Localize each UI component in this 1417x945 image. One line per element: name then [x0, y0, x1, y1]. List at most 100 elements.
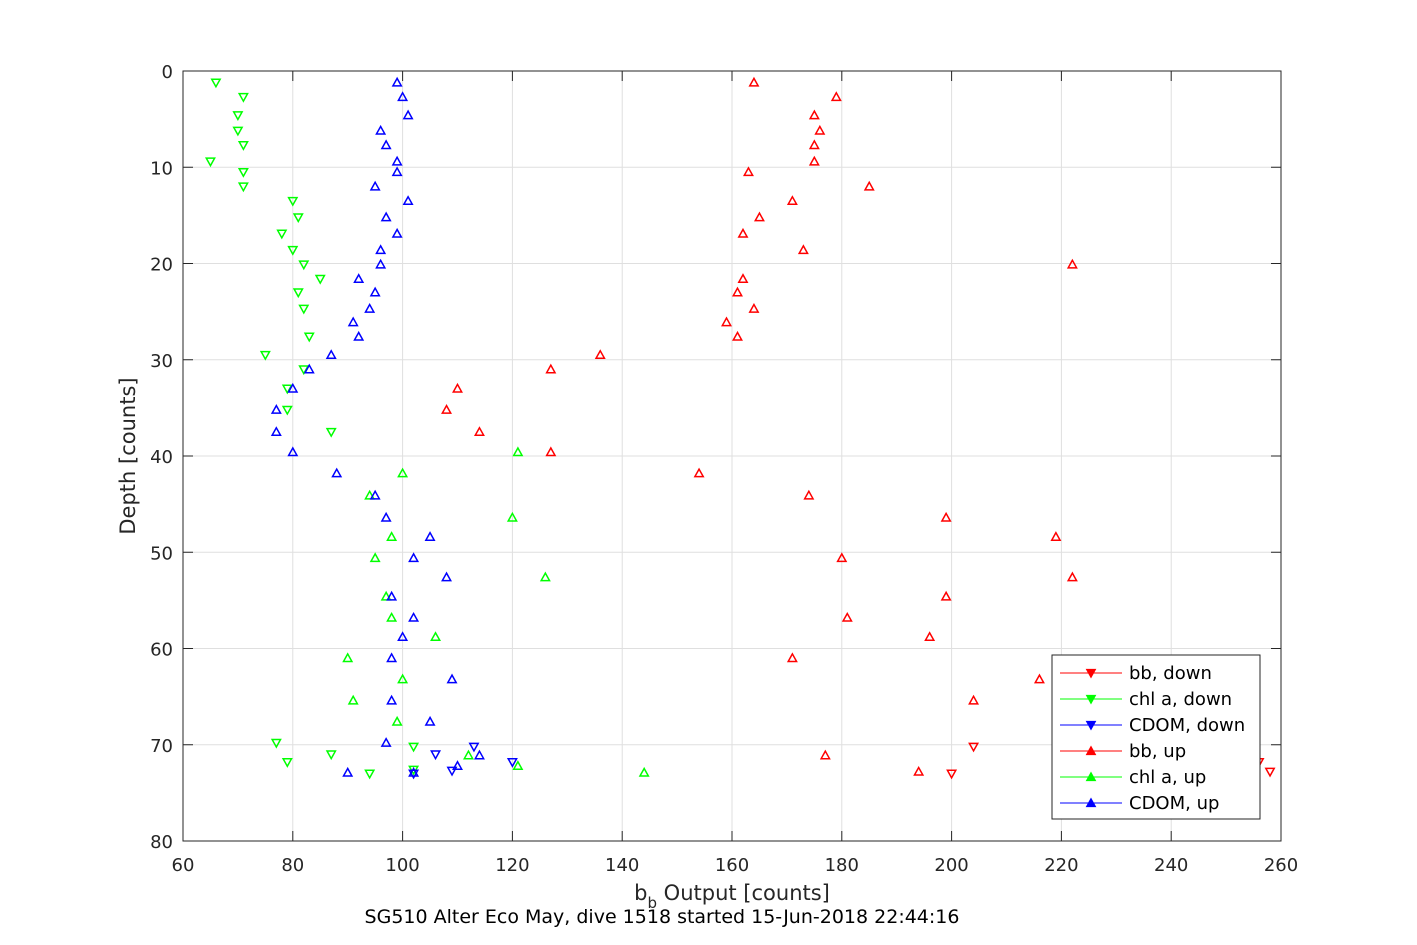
data-point — [753, 211, 765, 222]
y-tick-label: 40 — [150, 447, 173, 468]
data-point — [841, 611, 853, 622]
y-tick-label: 80 — [150, 832, 173, 853]
data-point — [364, 769, 376, 780]
data-point — [819, 749, 831, 760]
legend-label: bb, up — [1129, 741, 1186, 762]
data-point — [391, 76, 403, 87]
data-point — [452, 760, 463, 771]
data-point — [408, 611, 420, 622]
data-point — [386, 531, 398, 541]
data-point — [473, 749, 485, 760]
data-point — [380, 139, 392, 150]
data-point — [369, 180, 381, 191]
data-point — [1066, 258, 1078, 269]
data-point — [391, 227, 403, 238]
y-tick-label: 50 — [150, 543, 173, 564]
x-axis-label-main: b — [634, 881, 647, 905]
legend-marker — [1085, 694, 1097, 705]
data-point — [380, 511, 392, 522]
data-point — [325, 349, 337, 360]
data-point — [786, 195, 798, 206]
data-point — [408, 742, 420, 753]
legend-label: chl a, down — [1129, 689, 1232, 710]
data-point — [408, 766, 420, 777]
data-point — [913, 765, 925, 776]
data-point — [539, 571, 551, 582]
x-tick-label: 160 — [715, 855, 749, 876]
x-tick-label: 180 — [825, 855, 859, 876]
data-point — [292, 288, 304, 299]
data-point — [732, 330, 743, 341]
data-point — [512, 760, 524, 771]
data-point — [940, 511, 952, 522]
data-point — [237, 141, 249, 151]
legend-marker — [1085, 771, 1097, 782]
data-point — [232, 126, 244, 137]
data-point — [463, 749, 474, 760]
x-tick-label: 140 — [605, 855, 639, 876]
data-point — [1066, 571, 1078, 582]
data-point — [237, 182, 249, 193]
series-cdom-up — [270, 76, 485, 777]
data-point — [808, 109, 820, 120]
data-point — [430, 750, 442, 761]
data-point — [375, 124, 387, 135]
data-point — [380, 590, 392, 601]
x-axis-label: bb Output [counts] — [634, 881, 830, 912]
legend: bb, down chl a, down CDOM, down bb, up chl a… — [1051, 654, 1261, 820]
data-point — [232, 111, 244, 122]
data-point — [210, 78, 222, 89]
data-point — [391, 166, 403, 177]
data-point — [732, 286, 743, 297]
data-point — [693, 467, 705, 478]
data-point — [830, 91, 842, 102]
data-point — [1264, 767, 1276, 778]
data-point — [836, 552, 848, 563]
data-point — [506, 757, 518, 768]
data-point — [287, 196, 299, 207]
series-bb-up — [441, 76, 1078, 776]
data-point — [369, 552, 381, 563]
data-point — [402, 109, 414, 120]
x-tick-label: 100 — [385, 855, 419, 876]
legend-box — [1051, 654, 1261, 820]
data-point — [386, 611, 398, 622]
data-point — [786, 652, 798, 663]
data-point — [391, 715, 403, 726]
data-point — [748, 76, 760, 87]
data-point — [276, 229, 288, 240]
x-tick-label: 220 — [1044, 855, 1078, 876]
data-point — [342, 652, 354, 663]
data-point — [287, 446, 299, 457]
data-point — [259, 350, 271, 361]
x-tick-label: 80 — [281, 855, 304, 876]
data-point — [270, 404, 282, 414]
data-point — [298, 304, 310, 315]
data-point — [808, 139, 820, 150]
data-point — [814, 124, 826, 135]
data-point — [446, 766, 458, 777]
data-points — [204, 76, 1276, 780]
data-point — [424, 715, 436, 726]
legend-marker — [1085, 797, 1097, 808]
data-point — [402, 195, 414, 206]
legend-label: bb, down — [1129, 663, 1212, 684]
data-point — [1033, 673, 1045, 684]
data-point — [408, 769, 420, 780]
data-point — [397, 631, 409, 642]
data-point — [303, 363, 315, 374]
series-cdom-down — [408, 742, 518, 780]
axis-ticks: 60 80 100 120 140 160 180 200 220 240 260010203040… — [150, 62, 1298, 876]
data-point — [353, 330, 365, 341]
data-point — [369, 286, 381, 297]
data-point — [287, 245, 299, 256]
y-axis-label: Depth [counts] — [116, 377, 140, 534]
data-point — [386, 652, 398, 663]
data-point — [1050, 531, 1062, 541]
data-point — [441, 404, 452, 414]
data-point — [287, 382, 299, 393]
data-point — [545, 446, 557, 457]
data-point — [946, 769, 958, 780]
data-point — [369, 489, 381, 500]
data-point — [940, 590, 952, 601]
